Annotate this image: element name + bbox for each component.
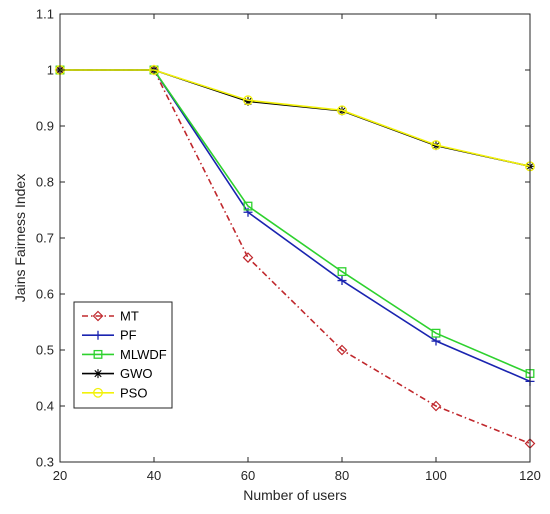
- y-tick-label: 0.5: [36, 343, 54, 358]
- legend: MT PF MLWDF GWO PSO: [73, 301, 173, 409]
- data-point-mt: [430, 400, 442, 412]
- legend-marker-mt: [92, 310, 104, 322]
- y-tick-label: 0.6: [36, 287, 54, 302]
- legend-label-mlwdf: MLWDF: [120, 347, 167, 362]
- legend-marker-pf: [93, 330, 103, 340]
- x-tick-label: 120: [519, 468, 541, 483]
- data-point-pso: [431, 140, 441, 150]
- y-tick-label: 0.4: [36, 399, 54, 414]
- y-axis-label: Jains Fairness Index: [12, 174, 28, 302]
- legend-label-pso: PSO: [120, 385, 147, 400]
- y-tick-label: 0.7: [36, 231, 54, 246]
- legend-marker-gwo: [93, 369, 103, 379]
- data-point-mlwdf: [243, 201, 253, 211]
- data-point-pso: [337, 105, 347, 116]
- y-tick-label: 0.9: [36, 119, 54, 134]
- x-tick-label: 40: [147, 468, 161, 483]
- y-tick-label: 0.3: [36, 455, 54, 470]
- y-tick-label: 0.8: [36, 175, 54, 190]
- axes-layer: 20 40 60 80 100 120 0.3 0.4 0.5 0.6 0.7 0.8 0.9 1 1.1: [36, 7, 541, 484]
- series-line-pso: [60, 69, 531, 168]
- data-point-pf: [337, 276, 347, 286]
- y-tick-label: 1.1: [36, 7, 54, 22]
- legend-label-gwo: GWO: [120, 366, 153, 381]
- x-tick-label: 60: [241, 468, 255, 483]
- data-point-mlwdf: [337, 267, 347, 277]
- legend-label-pf: PF: [120, 328, 137, 343]
- legend-marker-mlwdf: [93, 349, 103, 359]
- legend-label-mt: MT: [120, 309, 139, 324]
- data-point-pf: [431, 336, 441, 346]
- data-point-mt: [242, 252, 254, 263]
- data-point-gwo: [243, 96, 253, 106]
- x-axis-label: Number of users: [243, 487, 346, 503]
- data-layer: [54, 64, 536, 449]
- x-tick-label: 20: [53, 468, 67, 483]
- x-tick-label: 80: [335, 468, 349, 483]
- x-tick-label: 100: [425, 468, 447, 483]
- data-point-mlwdf: [431, 328, 441, 338]
- data-point-pso: [149, 65, 159, 75]
- data-point-mt: [336, 344, 348, 356]
- legend-marker-pso: [93, 387, 103, 398]
- series-line-mt: [60, 69, 531, 445]
- data-point-pso: [243, 95, 253, 106]
- y-tick-label: 1: [47, 63, 54, 78]
- series-pso: [55, 65, 535, 172]
